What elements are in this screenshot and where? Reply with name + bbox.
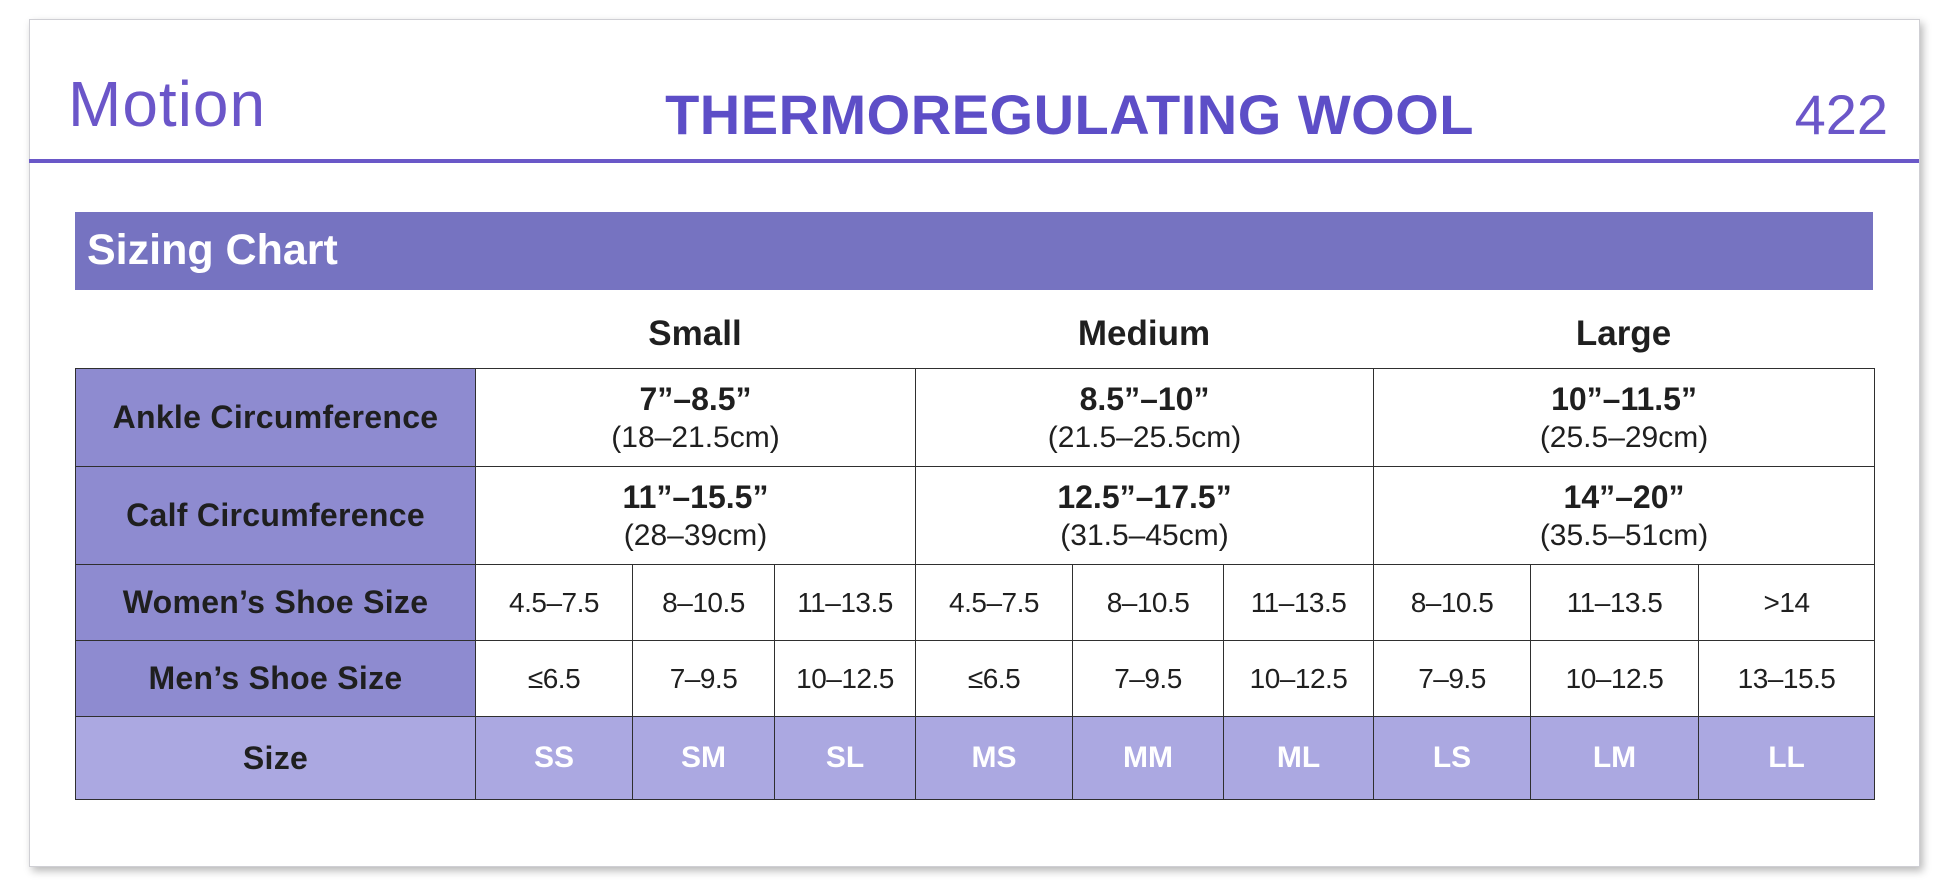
womens-shoe-cell: 4.5–7.5 xyxy=(475,564,633,641)
measure-inches: 12.5”–17.5” xyxy=(1057,478,1232,515)
group-header-large: Large xyxy=(1575,314,1672,353)
calf-small-cell: 11”–15.5” (28–39cm) xyxy=(474,466,917,565)
calf-medium-cell: 12.5”–17.5” (31.5–45cm) xyxy=(915,466,1375,565)
measure-inches: 7”–8.5” xyxy=(639,380,752,417)
mens-shoe-cell: 10–12.5 xyxy=(1223,640,1375,717)
header-divider xyxy=(29,159,1919,163)
size-code-cell: ML xyxy=(1223,716,1375,800)
mens-shoe-cell: ≤6.5 xyxy=(915,640,1074,717)
womens-shoe-cell: 11–13.5 xyxy=(1223,564,1375,641)
measure-inches: 8.5”–10” xyxy=(1079,380,1210,417)
measure-cm: (28–39cm) xyxy=(623,518,768,552)
womens-shoe-cell: >14 xyxy=(1698,564,1876,641)
size-code-cell: MS xyxy=(915,716,1074,800)
measure-cm: (18–21.5cm) xyxy=(611,420,780,454)
ankle-large-cell: 10”–11.5” (25.5–29cm) xyxy=(1373,368,1876,467)
group-header-small: Small xyxy=(648,314,742,353)
model-number: 422 xyxy=(1794,83,1888,146)
table-row: Women’s Shoe Size 4.5–7.5 8–10.5 11–13.5… xyxy=(75,564,1876,641)
group-header-medium: Medium xyxy=(1077,314,1211,353)
table-row: Ankle Circumference 7”–8.5” (18–21.5cm) … xyxy=(75,368,1876,467)
row-header-mens-shoe: Men’s Shoe Size xyxy=(75,640,476,717)
size-code-cell: LS xyxy=(1373,716,1532,800)
womens-shoe-cell: 8–10.5 xyxy=(1072,564,1225,641)
size-code-cell: SM xyxy=(632,716,775,800)
table-row: Men’s Shoe Size ≤6.5 7–9.5 10–12.5 ≤6.5 … xyxy=(75,640,1876,717)
measure-cm: (21.5–25.5cm) xyxy=(1047,420,1242,454)
mens-shoe-cell: 7–9.5 xyxy=(1373,640,1532,717)
ankle-small-cell: 7”–8.5” (18–21.5cm) xyxy=(474,368,917,467)
sizing-chart-banner: Sizing Chart xyxy=(75,212,1873,290)
womens-shoe-cell: 8–10.5 xyxy=(632,564,775,641)
mens-shoe-cell: 7–9.5 xyxy=(632,640,775,717)
womens-shoe-cell: 8–10.5 xyxy=(1373,564,1532,641)
row-header-size: Size xyxy=(75,716,476,800)
mens-shoe-cell: 13–15.5 xyxy=(1698,640,1876,717)
table-row: Size SS SM SL MS MM ML LS LM LL xyxy=(75,716,1876,800)
measure-inches: 10”–11.5” xyxy=(1551,380,1697,417)
sizing-table: Ankle Circumference 7”–8.5” (18–21.5cm) … xyxy=(75,368,1876,800)
womens-shoe-cell: 11–13.5 xyxy=(1530,564,1700,641)
sizing-chart-title: Sizing Chart xyxy=(87,226,338,274)
mens-shoe-cell: ≤6.5 xyxy=(475,640,633,717)
mens-shoe-cell: 7–9.5 xyxy=(1072,640,1225,717)
size-code-cell: SS xyxy=(475,716,633,800)
row-header-ankle: Ankle Circumference xyxy=(75,368,476,467)
size-code-cell: LL xyxy=(1698,716,1876,800)
mens-shoe-cell: 10–12.5 xyxy=(773,640,917,717)
brand-logo-text: Motion xyxy=(68,68,267,140)
measure-inches: 14”–20” xyxy=(1563,478,1685,515)
calf-large-cell: 14”–20” (35.5–51cm) xyxy=(1373,466,1876,565)
measure-cm: (35.5–51cm) xyxy=(1539,518,1709,552)
table-row: Calf Circumference 11”–15.5” (28–39cm) 1… xyxy=(75,466,1876,565)
product-name: THERMOREGULATING WOOL xyxy=(665,83,1474,146)
ankle-medium-cell: 8.5”–10” (21.5–25.5cm) xyxy=(915,368,1375,467)
womens-shoe-cell: 4.5–7.5 xyxy=(915,564,1074,641)
size-code-cell: SL xyxy=(773,716,917,800)
row-header-calf: Calf Circumference xyxy=(75,466,476,565)
row-header-womens-shoe: Women’s Shoe Size xyxy=(75,564,476,641)
size-code-cell: MM xyxy=(1072,716,1225,800)
measure-cm: (31.5–45cm) xyxy=(1060,518,1229,552)
measure-cm: (25.5–29cm) xyxy=(1539,420,1709,454)
measure-inches: 11”–15.5” xyxy=(622,478,769,515)
mens-shoe-cell: 10–12.5 xyxy=(1530,640,1700,717)
size-code-cell: LM xyxy=(1530,716,1700,800)
womens-shoe-cell: 11–13.5 xyxy=(773,564,917,641)
